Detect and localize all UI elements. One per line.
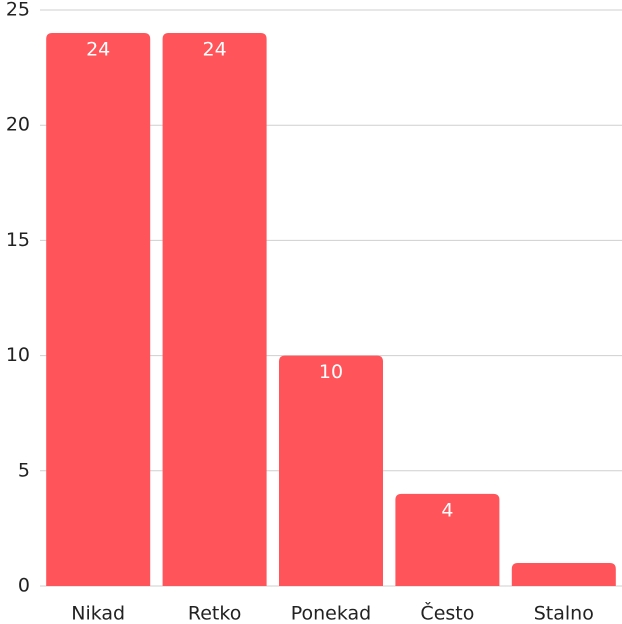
x-category-label: Retko <box>188 603 241 624</box>
x-category-label: Često <box>420 601 474 624</box>
y-tick-label: 20 <box>6 114 30 136</box>
bar <box>511 562 616 586</box>
y-axis: 0 5 10 15 20 25 <box>6 0 30 597</box>
y-tick-label: 25 <box>6 0 30 21</box>
bar-value-label: 24 <box>203 39 227 61</box>
bar-value-label: 4 <box>441 499 453 521</box>
x-category-label: Ponekad <box>291 603 372 624</box>
bar-value-label: 24 <box>86 39 110 61</box>
y-tick-label: 5 <box>18 459 30 481</box>
bar <box>279 355 383 586</box>
y-tick-label: 15 <box>6 229 30 251</box>
bar-value-label: 10 <box>319 361 343 383</box>
y-tick-label: 10 <box>6 344 30 366</box>
x-category-label: Nikad <box>71 603 125 624</box>
bar <box>395 493 500 586</box>
x-axis: Nikad Retko Ponekad Često Stalno <box>71 601 594 624</box>
bar <box>162 33 267 587</box>
x-category-label: Stalno <box>534 603 594 624</box>
y-tick-label: 0 <box>18 575 30 597</box>
bars: 24 24 10 4 <box>46 33 616 587</box>
bar <box>46 33 151 587</box>
